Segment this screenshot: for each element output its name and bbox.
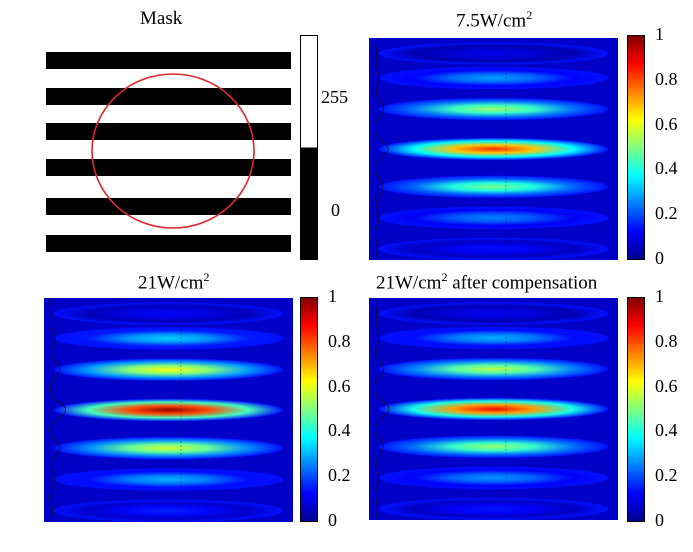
heatmap-beam: [378, 466, 609, 489]
heatmap-profile-trace: [374, 38, 389, 260]
panel-title-7.5: 7.5W/cm2: [456, 8, 533, 32]
colorbar-tick-label: 0.4: [655, 420, 678, 441]
colorbar-tick-label: 0.4: [655, 158, 678, 179]
colorbar-tick-label: 0.8: [655, 68, 678, 89]
heatmap-beam: [53, 398, 284, 422]
colorbar-tick-label: 0.6: [655, 113, 678, 134]
colorbar-tick-label: 0.2: [655, 203, 678, 224]
colorbar-21-compensated: [627, 297, 645, 522]
heatmap-beam: [378, 326, 609, 350]
mask-circle: [91, 73, 255, 229]
colorbar-tick-label: 1: [655, 24, 664, 44]
mask-stripe: [46, 198, 291, 215]
colorbar-tick-label: 0.6: [328, 375, 351, 396]
mask-colorbar-tick: 0: [331, 200, 340, 220]
heatmap-21-compensated: [369, 298, 618, 520]
heatmap-beam: [53, 499, 284, 522]
heatmap-beam: [378, 66, 609, 90]
heatmap-beam: [378, 435, 609, 458]
heatmap-beam: [378, 302, 609, 325]
heatmap-beam: [53, 327, 284, 350]
heatmap-21: [44, 298, 293, 522]
colorbar-tick-label: 0: [328, 510, 337, 530]
mask-stripe: [46, 88, 291, 105]
colorbar-7.5: [627, 35, 645, 260]
mask-stripe: [46, 123, 291, 140]
heatmap-beam: [378, 206, 609, 229]
colorbar-tick-label: 0.8: [328, 330, 351, 351]
heatmap-7.5: [369, 38, 618, 260]
mask-stripe: [46, 235, 291, 252]
mask-colorbar-tick: 255: [321, 87, 348, 107]
panel-title-21-compensated: 21W/cm2 after compensation: [376, 270, 598, 294]
mask-stripe: [46, 159, 291, 176]
heatmap-beam: [378, 237, 609, 260]
colorbar-tick-label: 1: [655, 286, 664, 306]
panel-title-21: 21W/cm2: [138, 270, 210, 294]
colorbar-tick-label: 0: [655, 248, 664, 268]
colorbar-tick-label: 0.8: [655, 330, 678, 351]
heatmap-beam: [53, 468, 284, 491]
heatmap-beam: [378, 497, 609, 520]
heatmap-beam: [378, 175, 609, 198]
mask-colorbar: [300, 35, 318, 260]
heatmap-beam: [378, 42, 609, 65]
colorbar-21: [300, 297, 318, 522]
colorbar-tick-label: 0.2: [655, 465, 678, 486]
colorbar-tick-label: 0.4: [328, 420, 351, 441]
heatmap-beam: [53, 302, 284, 325]
mask-title: Mask: [140, 8, 183, 29]
colorbar-tick-label: 0.6: [655, 375, 678, 396]
heatmap-beam: [378, 357, 609, 381]
colorbar-tick-label: 1: [328, 286, 337, 306]
heatmap-profile-trace: [49, 298, 67, 522]
colorbar-tick-label: 0.2: [328, 465, 351, 486]
heatmap-profile-trace: [374, 298, 390, 520]
mask-stripe: [46, 52, 291, 69]
heatmap-beam: [378, 397, 609, 421]
heatmap-beam: [378, 137, 609, 161]
heatmap-beam: [378, 97, 609, 121]
heatmap-beam: [53, 358, 284, 381]
heatmap-beam: [53, 436, 284, 460]
mask-image: [46, 38, 291, 254]
colorbar-tick-label: 0: [655, 510, 664, 530]
